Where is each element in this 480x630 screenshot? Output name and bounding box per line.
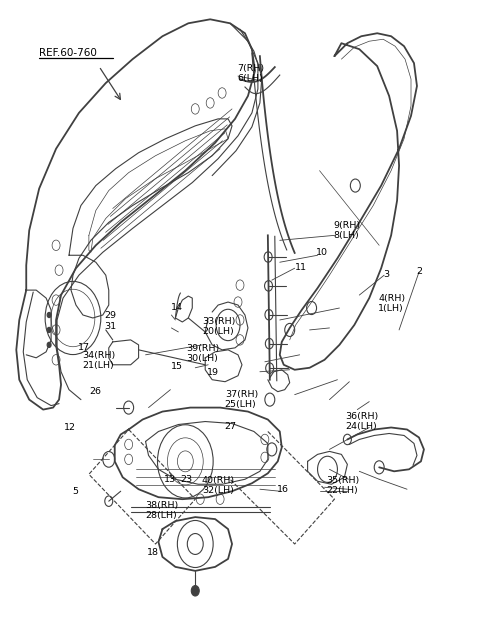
Text: 19: 19 (206, 368, 218, 377)
Text: 4(RH)
1(LH): 4(RH) 1(LH) (378, 294, 406, 313)
Text: 9(RH)
8(LH): 9(RH) 8(LH) (333, 220, 360, 240)
Text: 39(RH)
30(LH): 39(RH) 30(LH) (187, 345, 220, 364)
Text: 34(RH)
21(LH): 34(RH) 21(LH) (83, 351, 116, 370)
Text: 36(RH)
24(LH): 36(RH) 24(LH) (345, 412, 378, 431)
Text: 15: 15 (171, 362, 183, 371)
Text: 16: 16 (277, 485, 289, 494)
Text: 17: 17 (78, 343, 90, 352)
Text: 38(RH)
28(LH): 38(RH) 28(LH) (145, 501, 179, 520)
Text: 40(RH)
32(LH): 40(RH) 32(LH) (202, 476, 235, 495)
Text: 12: 12 (63, 423, 75, 432)
Text: 37(RH)
25(LH): 37(RH) 25(LH) (225, 390, 258, 410)
Text: 18: 18 (147, 547, 159, 556)
Text: 29: 29 (104, 311, 116, 319)
Text: 7(RH)
6(LH): 7(RH) 6(LH) (238, 64, 265, 83)
Circle shape (47, 328, 51, 333)
Circle shape (192, 585, 199, 596)
Text: 13: 13 (164, 475, 176, 484)
Text: 14: 14 (171, 303, 183, 312)
Text: 35(RH)
22(LH): 35(RH) 22(LH) (326, 476, 359, 495)
Text: 31: 31 (104, 322, 116, 331)
Text: 3: 3 (383, 270, 389, 278)
Text: 10: 10 (316, 248, 328, 257)
Text: 11: 11 (295, 263, 307, 272)
Text: 5: 5 (72, 488, 78, 496)
Circle shape (47, 312, 51, 318)
Text: 26: 26 (90, 387, 102, 396)
Circle shape (47, 342, 51, 348)
Text: 33(RH)
20(LH): 33(RH) 20(LH) (202, 317, 235, 336)
Text: 2: 2 (417, 266, 422, 275)
Text: REF.60-760: REF.60-760 (39, 48, 97, 58)
Text: 27: 27 (225, 422, 237, 431)
Text: 23: 23 (180, 475, 192, 484)
